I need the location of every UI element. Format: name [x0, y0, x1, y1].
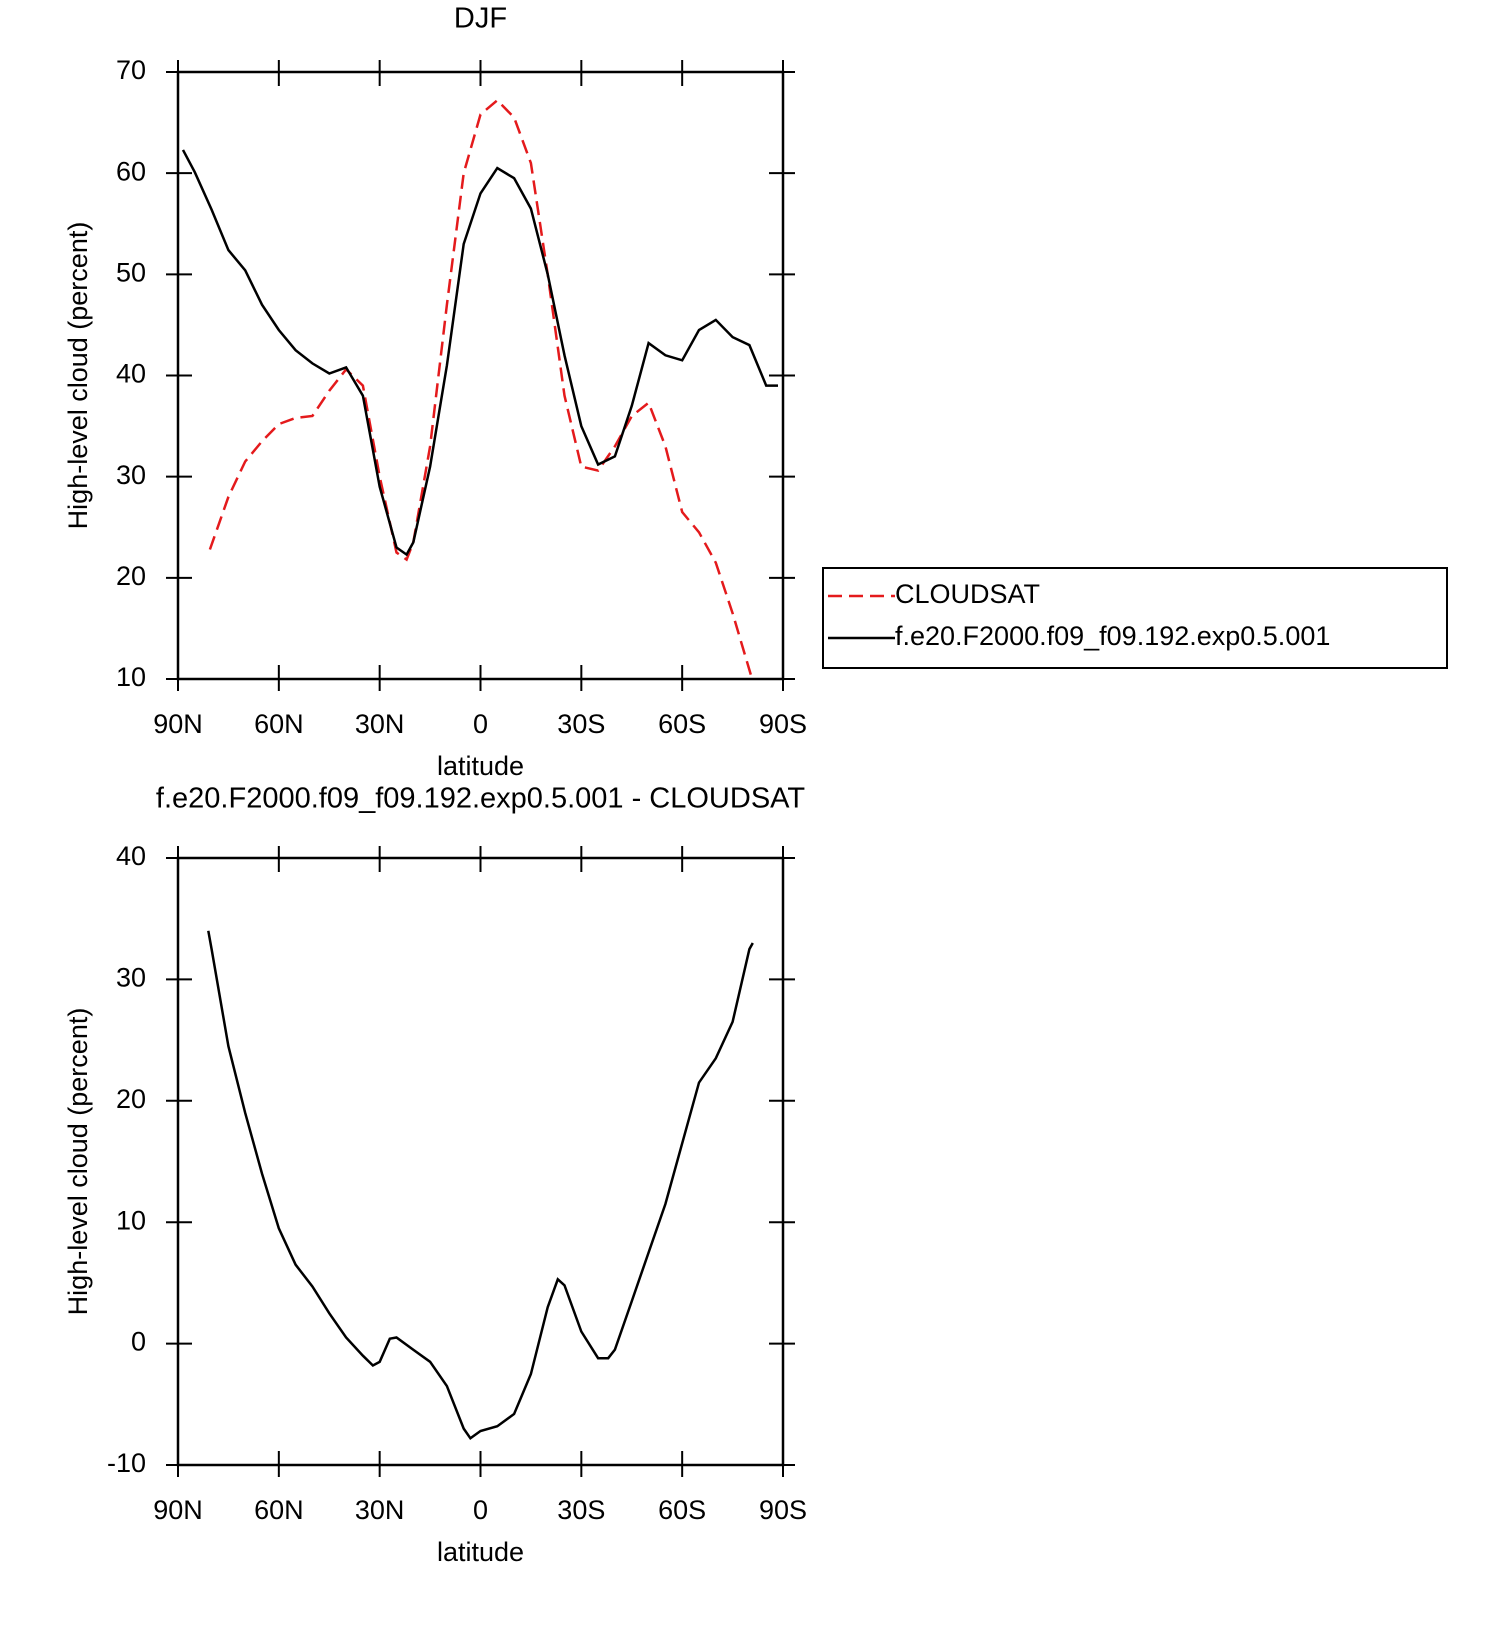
x-tick-label: 90S	[759, 1495, 807, 1525]
x-axis-label: latitude	[437, 1537, 524, 1567]
y-axis-label: High-level cloud (percent)	[63, 222, 93, 530]
x-tick-label: 60N	[254, 1495, 304, 1525]
x-axis-label: latitude	[437, 751, 524, 781]
legend-label: f.e20.F2000.f09_f09.192.exp0.5.001	[895, 621, 1330, 651]
x-tick-label: 60S	[658, 1495, 706, 1525]
x-tick-label: 30N	[355, 709, 405, 739]
x-tick-label: 30N	[355, 1495, 405, 1525]
y-tick-label: 30	[116, 460, 146, 490]
y-tick-label: 40	[116, 841, 146, 871]
y-tick-label: 60	[116, 156, 146, 186]
x-tick-label: 90S	[759, 709, 807, 739]
x-tick-label: 60N	[254, 709, 304, 739]
x-tick-label: 30S	[557, 1495, 605, 1525]
y-tick-label: 40	[116, 359, 146, 389]
data-line	[181, 149, 778, 557]
x-tick-label: 30S	[557, 709, 605, 739]
y-tick-label: 70	[116, 55, 146, 85]
legend: CLOUDSAT f.e20.F2000.f09_f09.192.exp0.5.0…	[822, 567, 1448, 669]
data-line	[208, 98, 754, 680]
x-tick-label: 0	[473, 709, 488, 739]
plot-frame	[176, 70, 785, 681]
legend-label: CLOUDSAT	[895, 579, 1040, 609]
plot-frame	[176, 856, 785, 1467]
legend-box	[822, 567, 1448, 669]
x-tick-label: 0	[473, 1495, 488, 1525]
x-tick-label: 90N	[153, 709, 203, 739]
y-tick-label: 50	[116, 257, 146, 287]
y-tick-label: -10	[107, 1448, 146, 1478]
data-line	[207, 930, 754, 1441]
y-tick-label: 10	[116, 662, 146, 692]
chart-title: f.e20.F2000.f09_f09.192.exp0.5.001 - CLO…	[156, 783, 805, 815]
y-tick-label: 30	[116, 963, 146, 993]
y-tick-label: 10	[116, 1205, 146, 1235]
y-tick-label: 20	[116, 1084, 146, 1114]
y-tick-label: 0	[131, 1327, 146, 1357]
y-axis-label: High-level cloud (percent)	[63, 1008, 93, 1316]
x-tick-label: 60S	[658, 709, 706, 739]
x-tick-label: 90N	[153, 1495, 203, 1525]
y-tick-label: 20	[116, 561, 146, 591]
chart-title: DJF	[454, 3, 507, 35]
